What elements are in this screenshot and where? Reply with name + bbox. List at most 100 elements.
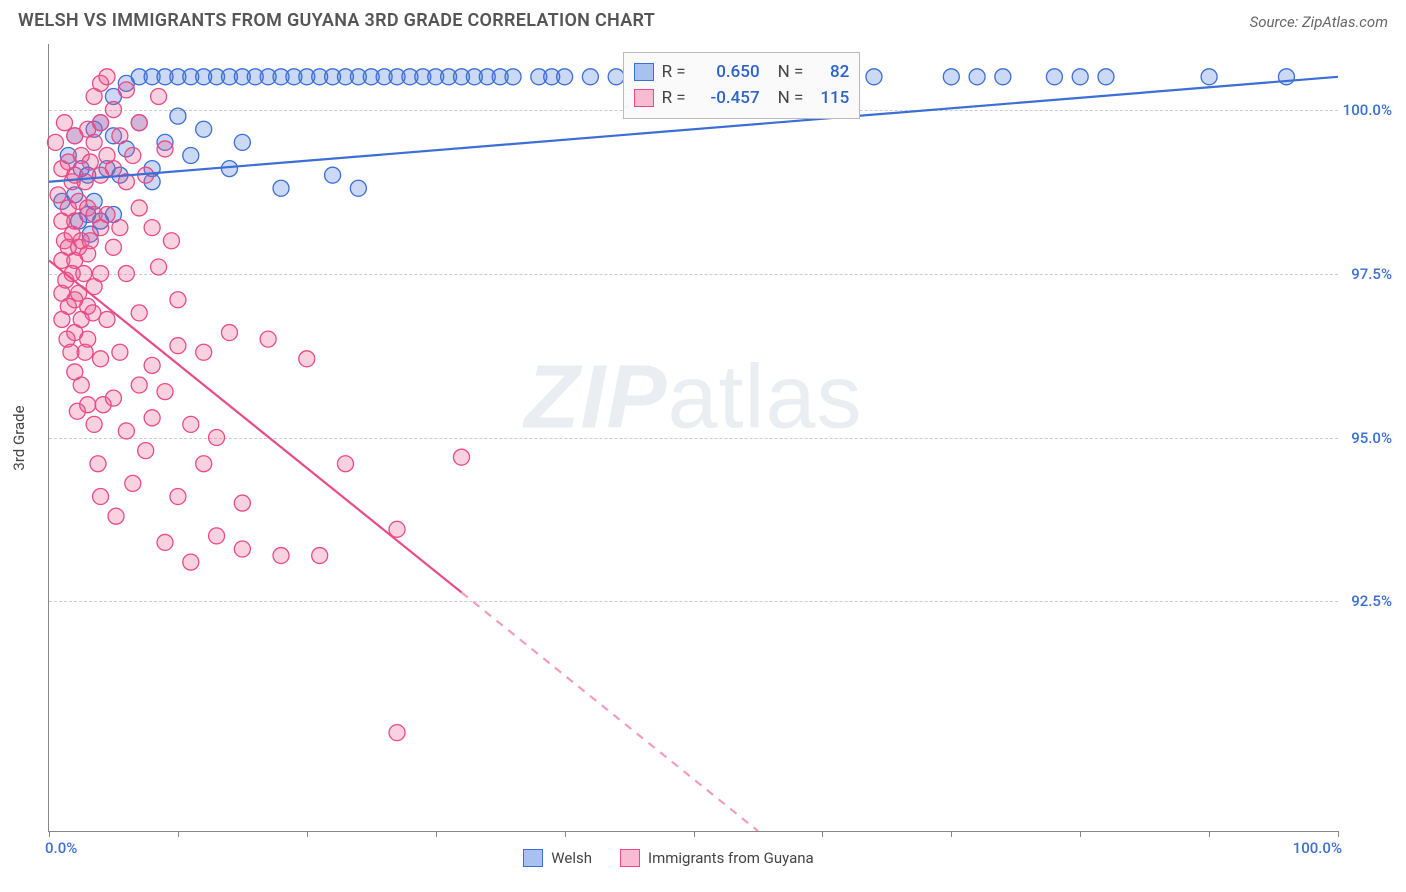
x-tick [49, 831, 50, 837]
data-point [183, 554, 199, 570]
x-tick [1338, 831, 1339, 837]
x-tick [565, 831, 566, 837]
data-point [131, 305, 147, 321]
legend-stat-row-guyana: R =-0.457N =115 [634, 85, 850, 111]
data-point [125, 475, 141, 491]
data-point [118, 82, 134, 98]
data-point [170, 489, 186, 505]
data-point [90, 456, 106, 472]
data-point [337, 456, 353, 472]
data-point [131, 200, 147, 216]
data-point [312, 548, 328, 564]
legend-swatch [634, 63, 654, 81]
stat-r-value: 0.650 [696, 59, 760, 85]
data-point [80, 331, 96, 347]
data-point [105, 239, 121, 255]
data-point [157, 534, 173, 550]
data-point [866, 69, 882, 85]
legend-swatch [620, 849, 640, 867]
data-point [157, 141, 173, 157]
data-point [151, 88, 167, 104]
x-tick [951, 831, 952, 837]
data-point [557, 69, 573, 85]
series-guyana [47, 69, 469, 741]
data-point [209, 528, 225, 544]
data-point [209, 430, 225, 446]
x-tick [307, 831, 308, 837]
data-point [170, 292, 186, 308]
data-point [99, 69, 115, 85]
data-point [157, 384, 173, 400]
x-axis-max-label: 100.0% [1293, 839, 1342, 857]
data-point [56, 115, 72, 131]
data-point [80, 397, 96, 413]
data-point [112, 220, 128, 236]
data-point [93, 266, 109, 282]
data-point [943, 69, 959, 85]
data-point [163, 233, 179, 249]
data-point [299, 351, 315, 367]
data-point [144, 410, 160, 426]
data-point [969, 69, 985, 85]
stat-n-label: N = [778, 59, 804, 85]
plot-container: 3rd Grade 0.0% 100.0% ZIPatlas R =0.650N… [48, 44, 1388, 832]
data-point [77, 174, 93, 190]
scatter-svg-layer [49, 44, 1338, 831]
data-point [1201, 69, 1217, 85]
data-point [389, 725, 405, 741]
data-point [86, 416, 102, 432]
x-tick [178, 831, 179, 837]
legend-item-welsh: Welsh [523, 849, 592, 867]
data-point [273, 180, 289, 196]
stat-r-label: R = [662, 85, 686, 111]
legend-label: Welsh [551, 849, 592, 867]
data-point [76, 266, 92, 282]
data-point [138, 443, 154, 459]
data-point [131, 377, 147, 393]
x-tick [436, 831, 437, 837]
data-point [73, 377, 89, 393]
data-point [453, 449, 469, 465]
data-point [105, 161, 121, 177]
bottom-legend: Welsh Immigrants from Guyana [49, 849, 1288, 867]
data-point [995, 69, 1011, 85]
stat-r-label: R = [662, 59, 686, 85]
stat-n-value: 115 [813, 85, 849, 111]
data-point [93, 489, 109, 505]
data-point [1046, 69, 1062, 85]
data-point [183, 416, 199, 432]
stat-n-value: 82 [813, 59, 849, 85]
data-point [99, 311, 115, 327]
data-point [112, 128, 128, 144]
data-point [144, 357, 160, 373]
data-point [99, 207, 115, 223]
data-point [170, 108, 186, 124]
chart-title: WELSH VS IMMIGRANTS FROM GUYANA 3RD GRAD… [18, 10, 655, 31]
legend-label: Immigrants from Guyana [648, 849, 814, 867]
y-tick-label: 95.0% [1351, 429, 1392, 447]
data-point [196, 456, 212, 472]
y-tick-label: 97.5% [1351, 265, 1392, 283]
data-point [221, 161, 237, 177]
y-tick-label: 92.5% [1351, 592, 1392, 610]
y-axis-label: 3rd Grade [10, 405, 28, 470]
data-point [112, 344, 128, 360]
data-point [105, 102, 121, 118]
legend-stat-row-welsh: R = 0.650 N = 82 [634, 59, 850, 85]
data-point [67, 213, 83, 229]
data-point [273, 548, 289, 564]
data-point [196, 121, 212, 137]
x-tick [1080, 831, 1081, 837]
stat-r-value: -0.457 [696, 85, 760, 111]
data-point [105, 390, 121, 406]
data-point [108, 508, 124, 524]
data-point [93, 115, 109, 131]
data-point [144, 220, 160, 236]
data-point [86, 134, 102, 150]
y-tick-label: 100.0% [1343, 101, 1392, 119]
trend-line-guyana [49, 260, 461, 592]
data-point [131, 115, 147, 131]
data-point [350, 180, 366, 196]
data-point [221, 325, 237, 341]
legend-stats-box: R = 0.650 N = 82R = -0.457 N = 115 [623, 52, 861, 119]
